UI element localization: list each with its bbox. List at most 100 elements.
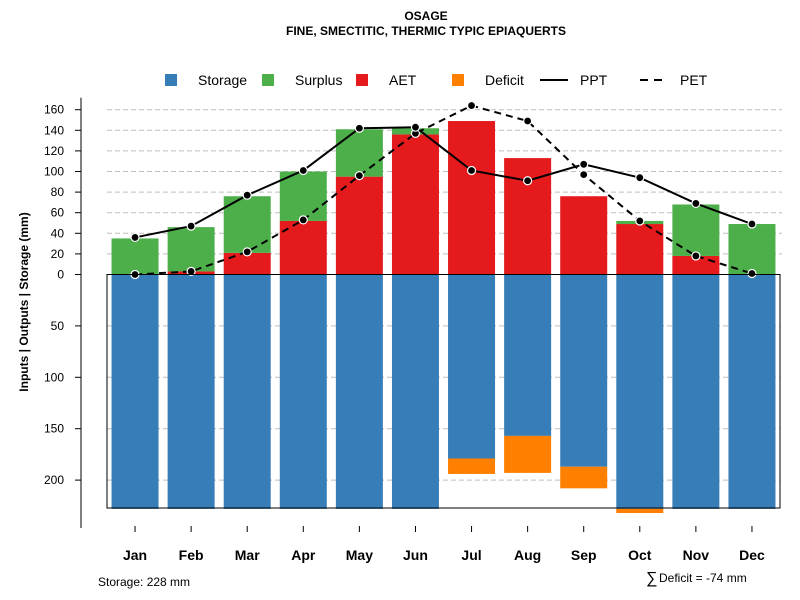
legend-label-pet: PET: [680, 72, 708, 88]
chart-subtitle: FINE, SMECTITIC, THERMIC TYPIC EPIAQUERT…: [286, 24, 566, 38]
y-tick-label: 20: [51, 247, 65, 261]
gridlines: [107, 109, 782, 481]
pet-line-point: [466, 100, 477, 111]
legend-swatch-deficit: [452, 74, 464, 86]
x-tick-label: Mar: [235, 547, 260, 563]
storage-bar: [223, 274, 271, 509]
pet-line: [134, 104, 753, 276]
aet-bar: [616, 224, 664, 275]
x-tick-label: Jan: [123, 547, 147, 563]
pet-line-point: [691, 251, 701, 261]
pet-line-point: [747, 268, 757, 279]
surplus-bar: [111, 238, 159, 275]
storage-bar: [504, 274, 552, 436]
x-tick-label: Jul: [461, 547, 481, 563]
legend: Storage Surplus AET Deficit PPT PET: [165, 72, 708, 88]
y-tick-label: 150: [44, 422, 64, 436]
x-tick-label: Sep: [571, 547, 597, 563]
storage-bar: [335, 274, 383, 509]
y-tick-label: 200: [44, 473, 64, 487]
bars: [111, 121, 776, 513]
ppt-line-point: [298, 165, 308, 176]
deficit-bar: [448, 458, 496, 474]
x-tick-label: Apr: [291, 547, 316, 563]
ppt-line-point: [523, 176, 533, 186]
ppt-line-point: [186, 221, 196, 231]
aet-bar: [335, 176, 383, 275]
x-tick-label: Oct: [628, 547, 652, 563]
x-tick-label: May: [346, 547, 373, 563]
y-axis-label: Inputs | Outputs | Storage (mm): [17, 212, 31, 391]
ppt-line-point: [242, 190, 252, 200]
pet-line-point: [635, 216, 645, 226]
aet-bar: [672, 255, 720, 275]
surplus-bar: [335, 129, 383, 177]
ppt-line: [134, 126, 753, 239]
storage-bar: [672, 274, 720, 509]
x-tick-label: Jun: [403, 547, 428, 563]
y-tick-label: 0: [57, 268, 64, 282]
storage-bar: [728, 274, 776, 509]
storage-bar: [167, 274, 215, 509]
pet-line-point: [354, 171, 364, 181]
sum-symbol: ∑: [646, 570, 657, 587]
ppt-line-point: [354, 123, 364, 133]
aet-bar: [223, 252, 271, 275]
storage-bar: [279, 274, 327, 509]
pet-line-point: [242, 247, 252, 257]
legend-swatch-surplus: [262, 74, 274, 86]
ppt-line-point: [410, 122, 421, 132]
ppt-line-point: [635, 173, 645, 183]
ppt-line-point: [130, 232, 140, 243]
series-lines: [130, 100, 757, 280]
aet-bar: [391, 134, 439, 275]
storage-bar: [616, 274, 664, 509]
ppt-line-point: [747, 219, 757, 229]
pet-line-point: [298, 215, 308, 225]
y-tick-label: 40: [51, 226, 65, 240]
x-tick-label: Aug: [514, 547, 541, 563]
storage-bar: [560, 274, 608, 467]
y-tick-label: 100: [44, 370, 64, 384]
storage-bar: [391, 274, 439, 509]
surplus-bar: [728, 224, 776, 275]
pet-line-point: [186, 266, 196, 277]
legend-label-deficit: Deficit: [485, 72, 524, 88]
ppt-line-point: [579, 159, 589, 169]
axes: 0 20 40 60 80 100 120 140 160 50 100 150 200 Jan Feb Ma…: [44, 97, 781, 563]
aet-bar: [448, 121, 496, 275]
ppt-line-point: [691, 198, 701, 209]
y-tick-label: 100: [44, 165, 64, 179]
legend-label-storage: Storage: [198, 72, 247, 88]
chart-title: OSAGE: [404, 9, 447, 23]
pet-line-point: [579, 169, 589, 180]
x-tick-label: Nov: [683, 547, 710, 563]
surplus-bar: [279, 171, 327, 221]
y-tick-label: 160: [44, 103, 64, 117]
aet-bar: [560, 196, 608, 275]
y-tick-label: 60: [51, 206, 65, 220]
y-tick-label: 80: [51, 185, 65, 199]
storage-annotation: Storage: 228 mm: [98, 575, 190, 589]
y-tick-label: 120: [44, 144, 64, 158]
deficit-annotation: Deficit = -74 mm: [659, 571, 747, 585]
storage-bar: [111, 274, 159, 509]
deficit-bar: [616, 508, 664, 513]
storage-bar: [448, 274, 496, 459]
pet-line-point: [523, 116, 533, 126]
y-tick-label: 140: [44, 123, 64, 137]
deficit-bar: [560, 466, 608, 489]
x-tick-label: Feb: [179, 547, 204, 563]
y-tick-label: 50: [51, 319, 65, 333]
x-tick-label: Dec: [739, 547, 765, 563]
legend-swatch-aet: [356, 74, 368, 86]
surplus-bar: [167, 227, 215, 272]
legend-label-ppt: PPT: [580, 72, 608, 88]
surplus-bar: [672, 204, 720, 256]
deficit-bar: [504, 435, 552, 473]
legend-label-aet: AET: [389, 72, 417, 88]
ppt-line-point: [466, 165, 477, 176]
legend-swatch-storage: [165, 74, 177, 86]
legend-label-surplus: Surplus: [295, 72, 342, 88]
